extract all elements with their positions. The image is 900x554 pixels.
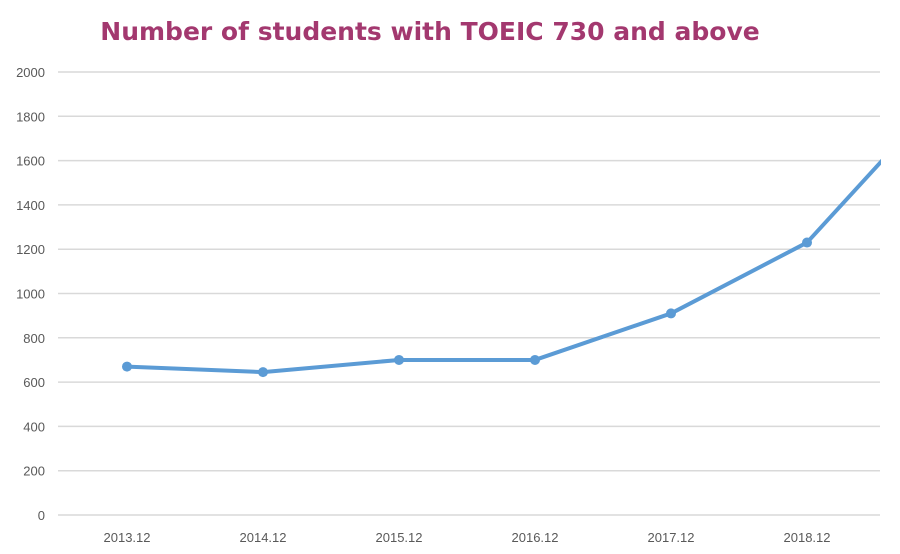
x-tick-label: 2015.12 [376,530,423,545]
x-tick-label: 2014.12 [240,530,287,545]
x-tick-label: 2018.12 [784,530,831,545]
data-point [122,361,132,372]
data-point [394,354,404,365]
gridlines [58,71,880,516]
x-tick-label: 2017.12 [648,530,695,545]
y-tick-label: 400 [23,419,45,434]
y-tick-label: 1000 [16,287,45,302]
series-students [122,158,881,378]
y-tick-label: 200 [23,464,45,479]
series-line [126,158,881,375]
x-axis-ticks: 2013.12 2014.12 2015.12 2016.12 2017.12 2018.… [104,530,831,545]
data-point [530,354,540,365]
y-tick-label: 600 [23,375,45,390]
chart-title: Number of students with TOEIC 730 and ab… [100,17,759,46]
x-tick-label: 2016.12 [512,530,559,545]
data-point [666,308,676,319]
y-tick-label: 1400 [16,198,45,213]
y-tick-label: 800 [23,331,45,346]
y-tick-label: 1200 [16,242,45,257]
y-tick-label: 0 [38,508,45,523]
y-tick-label: 1600 [16,154,45,169]
y-tick-label: 2000 [16,65,45,80]
data-point [802,237,812,248]
data-point [258,367,268,378]
y-axis-ticks: 0 200 400 600 800 1000 1200 1400 1600 1800 2000 [16,65,45,523]
x-tick-label: 2013.12 [104,530,151,545]
y-tick-label: 1800 [16,109,45,124]
